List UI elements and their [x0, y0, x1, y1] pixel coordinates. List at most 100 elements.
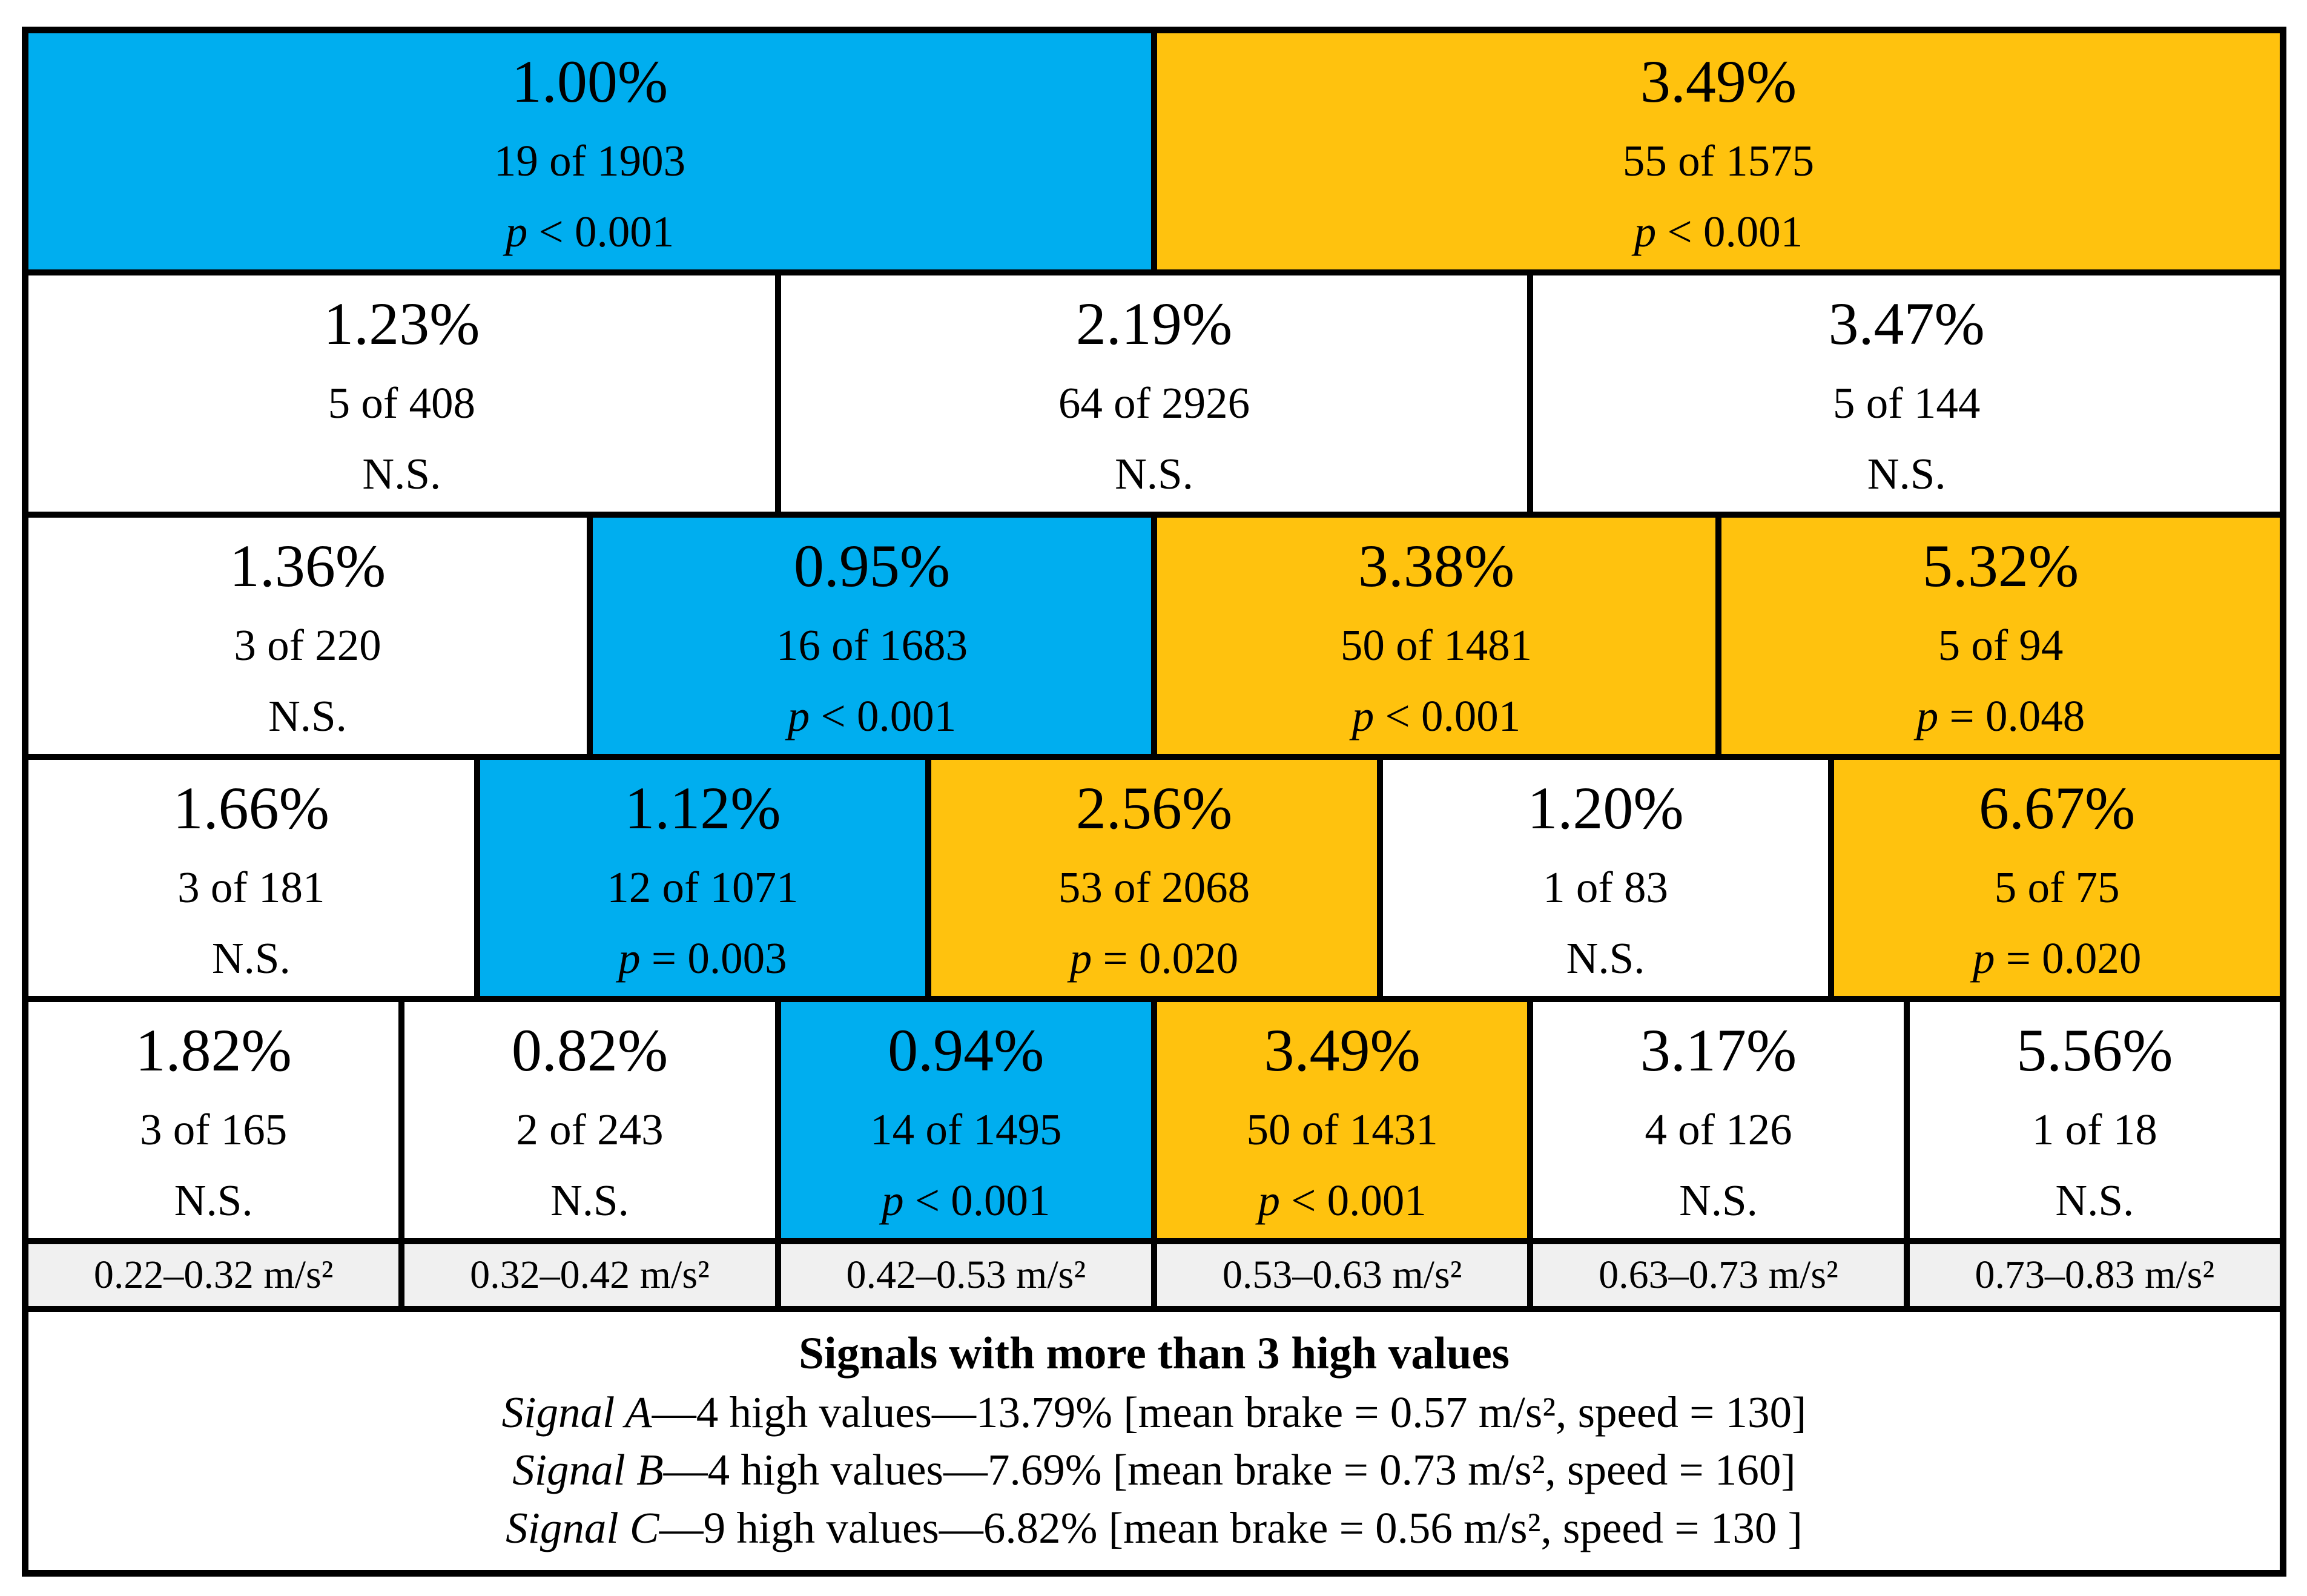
count-value: 4 of 126 — [1645, 1105, 1792, 1154]
table-row: 1.36% 3 of 220 N.S. 0.95% 16 of 1683 p <… — [28, 518, 2280, 754]
count-value: 1 of 18 — [2031, 1105, 2157, 1154]
bin-label-cell: 0.42–0.53 m/s² — [781, 1244, 1151, 1306]
result-cell: 1.20% 1 of 83 N.S. — [1382, 760, 1829, 996]
footer-title: Signals with more than 3 high values — [799, 1328, 1510, 1379]
result-cell: 5.56% 1 of 18 N.S. — [1909, 1002, 2280, 1238]
bin-label-row: 0.22–0.32 m/s² 0.32–0.42 m/s² 0.42–0.53 … — [28, 1244, 2280, 1306]
bin-label-cell: 0.22–0.32 m/s² — [28, 1244, 399, 1306]
significance-value: N.S. — [1867, 449, 1946, 498]
result-cell: 2.19% 64 of 2926 N.S. — [781, 275, 1528, 512]
result-cell: 1.82% 3 of 165 N.S. — [28, 1002, 399, 1238]
signal-detail: —4 high values—13.79% [mean brake = 0.57… — [652, 1387, 1807, 1437]
percentage-value: 2.19% — [1075, 290, 1233, 357]
count-value: 5 of 144 — [1833, 378, 1981, 427]
count-value: 5 of 75 — [1994, 863, 2120, 912]
percentage-value: 3.49% — [1640, 48, 1797, 115]
result-cell: 3.17% 4 of 126 N.S. — [1533, 1002, 1904, 1238]
result-cell: 0.82% 2 of 243 N.S. — [404, 1002, 775, 1238]
signal-name: Signal C — [506, 1503, 659, 1553]
result-cell: 1.66% 3 of 181 N.S. — [28, 760, 474, 996]
bin-label-cell: 0.63–0.73 m/s² — [1533, 1244, 1904, 1306]
percentage-value: 1.66% — [173, 774, 329, 842]
significance-value: N.S. — [211, 934, 291, 983]
signal-name: Signal B — [512, 1445, 664, 1495]
result-cell: 3.47% 5 of 144 N.S. — [1533, 275, 2280, 512]
percentage-value: 1.00% — [511, 48, 668, 115]
brake-intensity-mosaic-table: 1.00% 19 of 1903 p < 0.001 3.49% 55 of 1… — [22, 27, 2286, 1577]
footer-row: Signals with more than 3 high values Sig… — [28, 1312, 2280, 1570]
result-cell: 1.23% 5 of 408 N.S. — [28, 275, 775, 512]
percentage-value: 1.20% — [1527, 774, 1684, 842]
count-value: 5 of 94 — [1938, 621, 2064, 670]
percentage-value: 0.94% — [888, 1017, 1045, 1084]
footer-note: Signals with more than 3 high values Sig… — [28, 1312, 2280, 1570]
count-value: 64 of 2926 — [1058, 378, 1250, 427]
count-value: 3 of 220 — [234, 621, 381, 670]
significance-value: N.S. — [2055, 1176, 2134, 1225]
significance-value: p = 0.003 — [618, 934, 787, 983]
table-row: 1.23% 5 of 408 N.S. 2.19% 64 of 2926 N.S… — [28, 275, 2280, 512]
table-row: 1.82% 3 of 165 N.S. 0.82% 2 of 243 N.S. … — [28, 1002, 2280, 1238]
count-value: 3 of 165 — [140, 1105, 288, 1154]
count-value: 53 of 2068 — [1058, 863, 1250, 912]
count-value: 3 of 181 — [177, 863, 325, 912]
significance-value: p < 0.001 — [1634, 207, 1803, 256]
percentage-value: 3.17% — [1640, 1017, 1797, 1084]
count-value: 2 of 243 — [516, 1105, 664, 1154]
result-cell: 3.49% 55 of 1575 p < 0.001 — [1157, 33, 2280, 269]
signal-detail: —9 high values—6.82% [mean brake = 0.56 … — [659, 1503, 1803, 1553]
count-value: 50 of 1431 — [1246, 1105, 1438, 1154]
bin-label-cell: 0.53–0.63 m/s² — [1157, 1244, 1528, 1306]
percentage-value: 0.95% — [793, 532, 951, 599]
percentage-value: 5.32% — [1922, 532, 2079, 599]
table-row: 1.00% 19 of 1903 p < 0.001 3.49% 55 of 1… — [28, 33, 2280, 269]
signal-detail: —4 high values—7.69% [mean brake = 0.73 … — [663, 1445, 1796, 1495]
significance-value: p < 0.001 — [1352, 691, 1521, 740]
result-cell: 1.00% 19 of 1903 p < 0.001 — [28, 33, 1151, 269]
significance-value: p < 0.001 — [882, 1176, 1051, 1225]
significance-value: N.S. — [1115, 449, 1193, 498]
result-cell: 5.32% 5 of 94 p = 0.048 — [1721, 518, 2280, 754]
significance-value: N.S. — [1679, 1176, 1758, 1225]
significance-value: N.S. — [362, 449, 441, 498]
significance-value: N.S. — [550, 1176, 629, 1225]
signal-name: Signal A — [501, 1387, 652, 1437]
result-cell: 2.56% 53 of 2068 p = 0.020 — [931, 760, 1377, 996]
significance-value: p = 0.020 — [1069, 934, 1239, 983]
significance-value: p = 0.020 — [1972, 934, 2142, 983]
signal-line: Signal C—9 high values—6.82% [mean brake… — [506, 1506, 1803, 1550]
significance-value: p < 0.001 — [505, 207, 675, 256]
signal-line: Signal B—4 high values—7.69% [mean brake… — [512, 1448, 1795, 1492]
result-cell: 1.36% 3 of 220 N.S. — [28, 518, 587, 754]
significance-value: N.S. — [268, 691, 347, 740]
percentage-value: 1.82% — [135, 1017, 292, 1084]
percentage-value: 0.82% — [511, 1017, 668, 1084]
percentage-value: 1.23% — [323, 290, 480, 357]
count-value: 14 of 1495 — [870, 1105, 1062, 1154]
count-value: 55 of 1575 — [1622, 136, 1815, 185]
count-value: 5 of 408 — [328, 378, 475, 427]
bin-label-cell: 0.32–0.42 m/s² — [404, 1244, 775, 1306]
significance-value: p = 0.048 — [1916, 691, 2085, 740]
count-value: 1 of 83 — [1543, 863, 1668, 912]
result-cell: 1.12% 12 of 1071 p = 0.003 — [480, 760, 926, 996]
result-cell: 0.94% 14 of 1495 p < 0.001 — [781, 1002, 1151, 1238]
percentage-value: 5.56% — [2016, 1017, 2173, 1084]
percentage-value: 3.38% — [1358, 532, 1515, 599]
count-value: 19 of 1903 — [493, 136, 686, 185]
percentage-value: 1.12% — [624, 774, 781, 842]
percentage-value: 2.56% — [1075, 774, 1233, 842]
result-cell: 3.49% 50 of 1431 p < 0.001 — [1157, 1002, 1528, 1238]
percentage-value: 3.47% — [1828, 290, 1985, 357]
table-row: 1.66% 3 of 181 N.S. 1.12% 12 of 1071 p =… — [28, 760, 2280, 996]
significance-value: p < 0.001 — [787, 691, 957, 740]
signal-line: Signal A—4 high values—13.79% [mean brak… — [502, 1390, 1807, 1434]
significance-value: N.S. — [1566, 934, 1645, 983]
bin-label-cell: 0.73–0.83 m/s² — [1909, 1244, 2280, 1306]
percentage-value: 3.49% — [1264, 1017, 1421, 1084]
count-value: 12 of 1071 — [607, 863, 799, 912]
count-value: 50 of 1481 — [1340, 621, 1533, 670]
significance-value: p < 0.001 — [1258, 1176, 1427, 1225]
count-value: 16 of 1683 — [776, 621, 968, 670]
